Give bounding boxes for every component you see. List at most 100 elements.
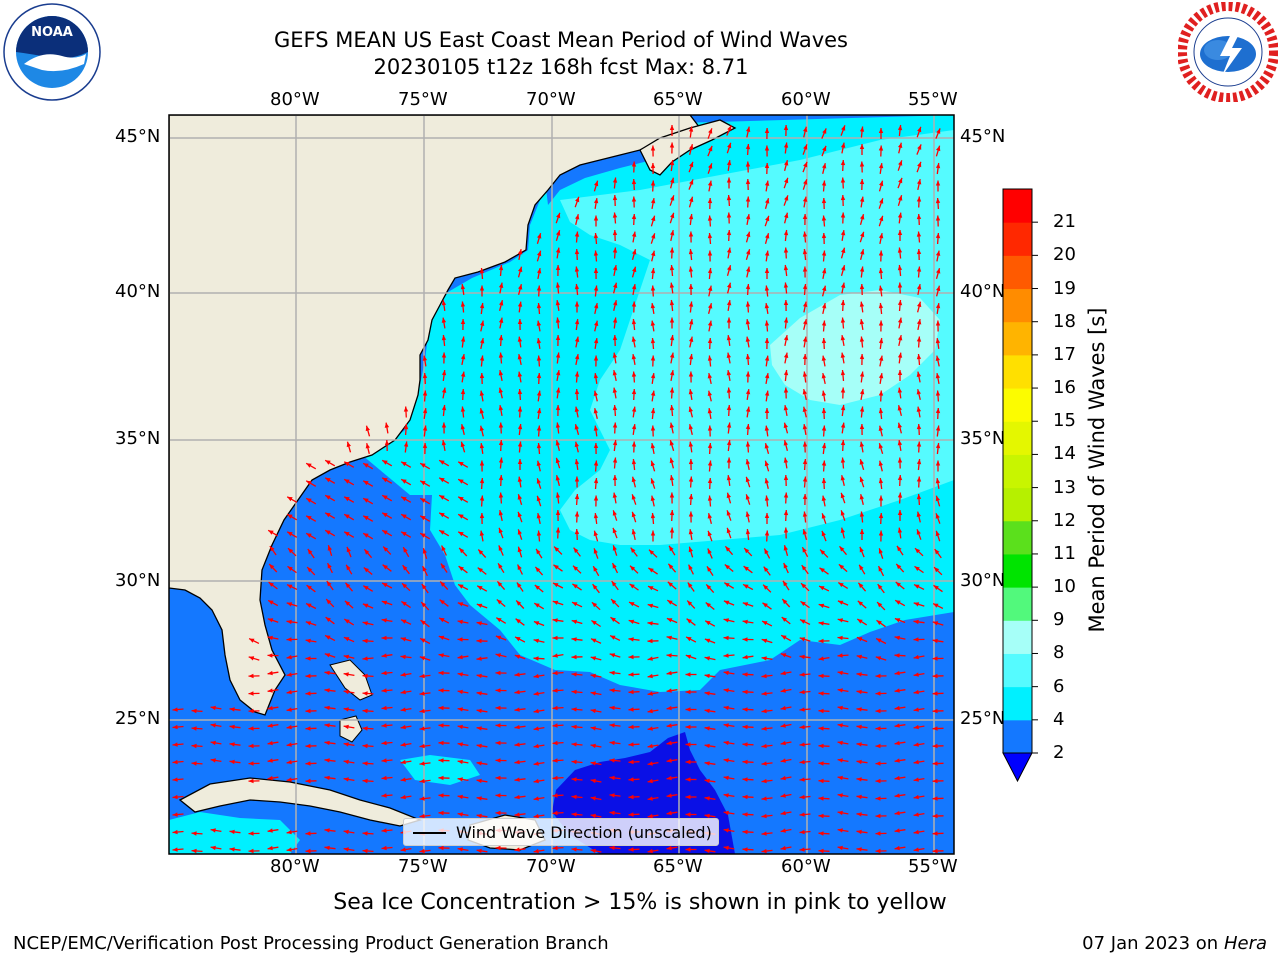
wave-direction-arrowhead — [707, 215, 713, 221]
wave-direction-arrowhead — [800, 619, 806, 624]
wave-direction-arrowhead — [878, 478, 884, 484]
wave-direction-arrowhead — [821, 215, 827, 221]
wave-direction-arrowhead — [897, 457, 903, 463]
wave-direction-arrowhead — [761, 796, 767, 801]
wave-direction-arrowhead — [859, 284, 865, 290]
wave-direction-arrowhead — [783, 300, 789, 305]
wave-direction-arrowhead — [593, 373, 599, 379]
wave-direction-arrowhead — [913, 619, 919, 625]
wave-direction-arrowhead — [859, 336, 865, 342]
wave-direction-arrowhead — [305, 761, 311, 766]
wave-direction-arrowhead — [305, 673, 311, 679]
wave-direction-arrowhead — [916, 441, 922, 447]
wave-direction-arrowhead — [935, 320, 941, 326]
wave-direction-arrowhead — [821, 233, 827, 239]
wave-direction-arrowhead — [344, 600, 351, 606]
wave-direction-arrowhead — [381, 723, 387, 728]
wave-direction-arrowhead — [726, 527, 731, 534]
wave-direction-arrowhead — [497, 581, 503, 587]
wave-direction-arrowhead — [936, 128, 941, 134]
wave-direction-arrowhead — [457, 619, 463, 625]
wave-direction-arrowhead — [745, 319, 751, 325]
wave-direction-arrowhead — [441, 352, 447, 358]
wave-direction-arrowhead — [802, 371, 808, 377]
wave-direction-arrowhead — [344, 619, 350, 624]
wave-direction-arrowhead — [400, 742, 406, 747]
wave-direction-arrowhead — [745, 336, 751, 342]
wave-direction-arrowhead — [267, 705, 273, 711]
wave-direction-arrowhead — [650, 320, 656, 326]
wave-direction-arrowhead — [517, 459, 523, 464]
wave-direction-arrowhead — [574, 284, 580, 290]
wave-direction-arrowhead — [495, 688, 501, 693]
wave-direction-arrowhead — [440, 563, 446, 569]
wave-direction-arrowhead — [821, 443, 827, 449]
wave-direction-arrowhead — [894, 653, 900, 658]
wave-direction-arrowhead — [590, 778, 596, 784]
wave-direction-arrowhead — [419, 743, 425, 749]
wave-direction-arrowhead — [742, 672, 748, 677]
wave-direction-arrowhead — [476, 848, 482, 854]
wave-direction-arrowhead — [764, 303, 770, 309]
wave-direction-arrowhead — [725, 546, 731, 552]
wave-direction-arrowhead — [305, 778, 311, 784]
wave-direction-arrowhead — [689, 144, 694, 150]
wave-direction-arrowhead — [879, 198, 884, 204]
wave-direction-arrowhead — [818, 726, 824, 731]
wave-direction-arrowhead — [688, 214, 694, 220]
wave-direction-arrowhead — [669, 527, 675, 533]
wave-direction-arrowhead — [537, 233, 542, 239]
wave-direction-arrowhead — [476, 813, 482, 819]
wave-direction-arrowhead — [935, 373, 941, 379]
wave-direction-arrowhead — [837, 740, 843, 746]
wave-direction-arrowhead — [383, 546, 389, 552]
wave-direction-arrowhead — [764, 250, 770, 256]
wave-direction-arrowhead — [305, 848, 311, 854]
wave-direction-arrowhead — [325, 617, 331, 622]
wave-direction-arrowhead — [803, 179, 808, 185]
wave-direction-arrowhead — [362, 831, 368, 836]
wave-direction-arrowhead — [362, 673, 368, 679]
wave-direction-arrowhead — [764, 355, 770, 361]
wave-direction-arrowhead — [609, 670, 615, 676]
wave-direction-arrowhead — [401, 496, 407, 502]
wave-direction-arrowhead — [191, 743, 197, 749]
wave-direction-arrowhead — [229, 724, 235, 730]
wave-direction-arrowhead — [172, 759, 178, 765]
wave-direction-arrowhead — [669, 457, 674, 464]
wave-direction-arrowhead — [761, 726, 767, 731]
wave-direction-arrowhead — [324, 758, 330, 763]
wave-direction-arrowhead — [838, 582, 844, 588]
wave-direction-arrowhead — [897, 265, 903, 271]
wave-direction-arrowhead — [783, 545, 788, 551]
land-cuba — [178, 777, 422, 827]
wave-direction-arrowhead — [745, 511, 750, 517]
wave-direction-arrowhead — [859, 266, 865, 272]
wave-direction-arrowhead — [783, 422, 788, 429]
wave-direction-arrowhead — [913, 847, 919, 852]
colorbar-bin — [1003, 653, 1032, 688]
wave-direction-arrowhead — [400, 847, 406, 852]
wave-direction-arrowhead — [571, 777, 577, 782]
wave-direction-arrowhead — [916, 476, 922, 482]
wave-direction-arrowhead — [612, 212, 618, 218]
wave-direction-arrowhead — [571, 619, 578, 624]
wave-direction-arrowhead — [439, 617, 445, 623]
wave-direction-arrowhead — [840, 370, 846, 376]
wave-direction-arrowhead — [669, 422, 674, 428]
wave-direction-arrowhead — [631, 441, 637, 447]
wave-direction-arrowhead — [590, 743, 596, 749]
wave-direction-arrowhead — [651, 233, 656, 239]
wave-direction-arrowhead — [913, 654, 919, 660]
wave-direction-arrowhead — [783, 335, 789, 341]
wave-direction-arrowhead — [822, 128, 827, 134]
wave-direction-arrowhead — [609, 653, 616, 658]
wave-direction-arrowhead — [685, 847, 691, 852]
wave-direction-arrowhead — [514, 672, 520, 677]
wave-direction-arrowhead — [476, 673, 482, 679]
colorbar-tick-label: 15 — [1053, 410, 1076, 432]
wave-direction-arrowhead — [764, 443, 769, 449]
footer-host: Hera — [1223, 933, 1267, 954]
wave-direction-arrowhead — [707, 460, 713, 466]
wave-direction-arrowhead — [536, 495, 541, 502]
